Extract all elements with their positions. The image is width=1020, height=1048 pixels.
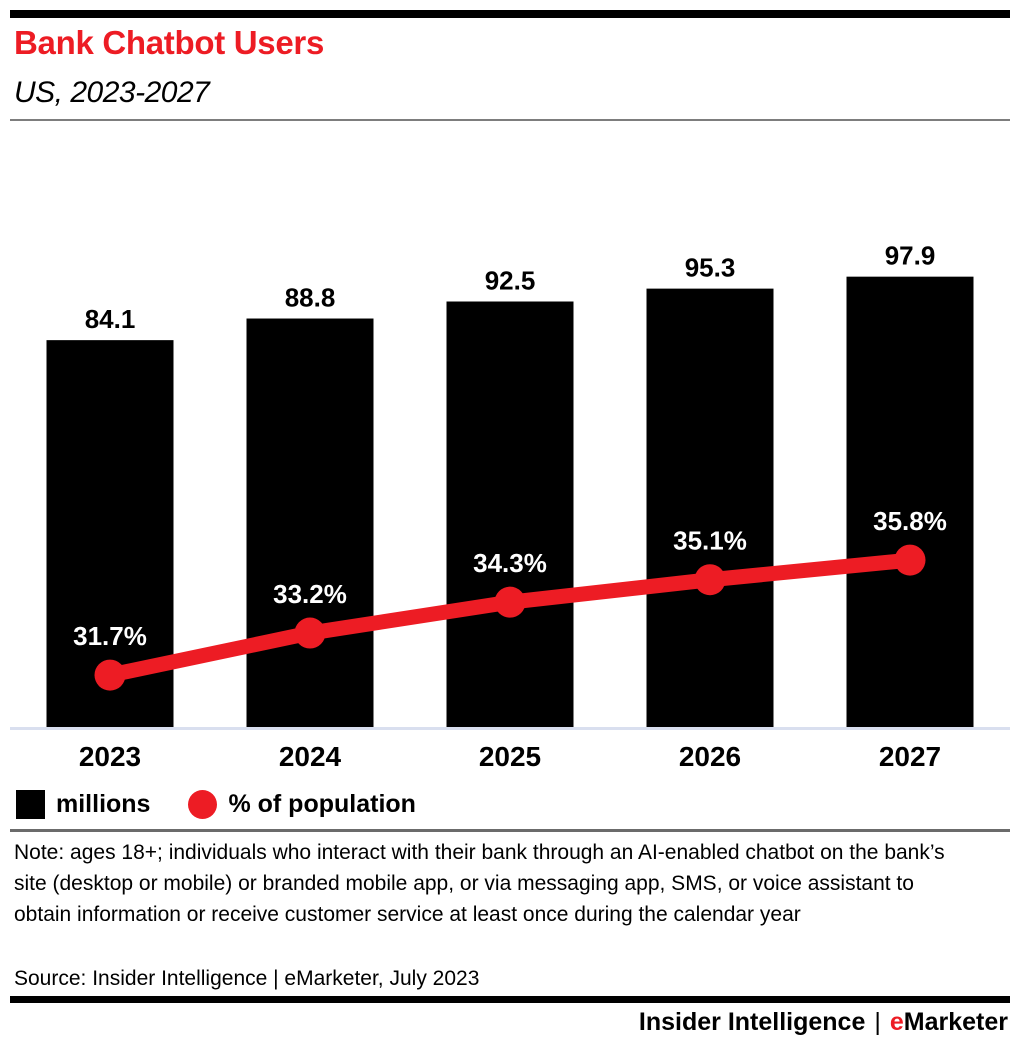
footer-emarketer-rest: Marketer bbox=[903, 1008, 1008, 1036]
bar-value-label-2023: 84.1 bbox=[85, 304, 136, 334]
bar-value-label-2025: 92.5 bbox=[485, 266, 536, 296]
millions-swatch-icon bbox=[16, 790, 45, 819]
pct-value-label-2027: 35.8% bbox=[873, 506, 947, 536]
legend-divider bbox=[10, 829, 1010, 832]
bottom-accent-bar bbox=[10, 996, 1010, 1003]
pct-value-label-2026: 35.1% bbox=[673, 526, 747, 556]
bar-2026 bbox=[646, 288, 774, 727]
bar-line-combo-chart: 84.1 88.8 92.5 95.3 97.9 31.7% 33.2% 34.3% 35.1%… bbox=[10, 241, 1010, 772]
trend-dot-2023 bbox=[94, 659, 126, 691]
trend-dot-2024 bbox=[294, 617, 326, 649]
trend-dot-2026 bbox=[694, 564, 726, 596]
legend: millions % of population bbox=[16, 790, 416, 819]
legend-label-millions: millions bbox=[56, 790, 151, 818]
pct-value-label-2025: 34.3% bbox=[473, 548, 547, 578]
bar-value-label-2026: 95.3 bbox=[685, 253, 736, 283]
page-title: Bank Chatbot Users bbox=[14, 24, 325, 61]
header-divider bbox=[10, 119, 1010, 121]
note-text: Note: ages 18+; individuals who interact… bbox=[14, 841, 945, 926]
x-axis-label-2024: 2024 bbox=[279, 741, 342, 772]
bar-2024 bbox=[246, 318, 374, 727]
bar-value-label-2024: 88.8 bbox=[285, 283, 336, 313]
x-axis-label-2026: 2026 bbox=[679, 741, 741, 772]
trend-dot-2025 bbox=[494, 586, 526, 618]
bar-2027 bbox=[846, 276, 974, 727]
x-axis-label-2023: 2023 bbox=[79, 741, 141, 772]
bar-2025 bbox=[446, 301, 574, 727]
footer-branding: Insider Intelligence | eMarketer bbox=[639, 1008, 1008, 1037]
population-swatch-icon bbox=[188, 790, 218, 819]
bar-value-label-2027: 97.9 bbox=[885, 241, 936, 271]
pct-value-label-2023: 31.7% bbox=[73, 621, 147, 651]
source-text: Source: Insider Intelligence | eMarketer… bbox=[14, 967, 480, 990]
footer-brand-left: Insider Intelligence bbox=[638, 1008, 866, 1036]
pct-value-label-2024: 33.2% bbox=[273, 579, 347, 609]
page-subtitle: US, 2023-2027 bbox=[14, 76, 210, 109]
x-axis-label-2025: 2025 bbox=[479, 741, 541, 772]
footer-separator: | bbox=[874, 1008, 881, 1036]
top-accent-bar bbox=[10, 10, 1010, 18]
x-axis-label-2027: 2027 bbox=[879, 741, 941, 772]
legend-label-population: % of population bbox=[228, 790, 416, 818]
footer-emarketer-e: e bbox=[889, 1008, 904, 1036]
trend-dot-2027 bbox=[894, 544, 926, 576]
